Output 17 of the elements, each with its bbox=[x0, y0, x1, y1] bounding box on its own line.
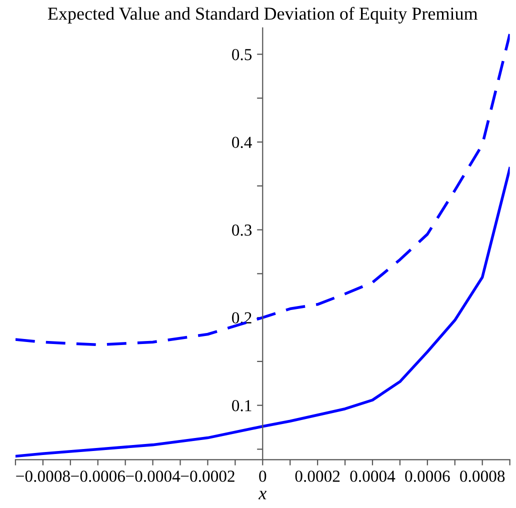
line-series bbox=[15, 166, 510, 458]
x-tick-label: −0.0008 bbox=[16, 470, 70, 482]
y-tick-label: 0.3 bbox=[232, 224, 252, 236]
chart-title: Expected Value and Standard Deviation of Equity Premium bbox=[48, 6, 478, 24]
y-tick-label: 0.4 bbox=[232, 136, 252, 148]
x-tick-label: 0.0006 bbox=[405, 470, 450, 482]
y-tick-label: 0.5 bbox=[232, 48, 252, 60]
line-series bbox=[15, 32, 510, 346]
y-tick-label: 0.1 bbox=[232, 400, 252, 412]
x-axis-title: x bbox=[258, 490, 267, 500]
x-tick-label: −0.0006 bbox=[71, 470, 125, 482]
x-tick-label: 0.0004 bbox=[350, 470, 396, 482]
x-tick-label: 0 bbox=[259, 470, 266, 482]
x-tick-label: −0.0002 bbox=[180, 470, 234, 482]
x-tick-label: 0.0008 bbox=[460, 470, 505, 482]
x-tick-label: −0.0004 bbox=[126, 470, 180, 482]
x-tick-label: 0.0002 bbox=[295, 470, 340, 482]
